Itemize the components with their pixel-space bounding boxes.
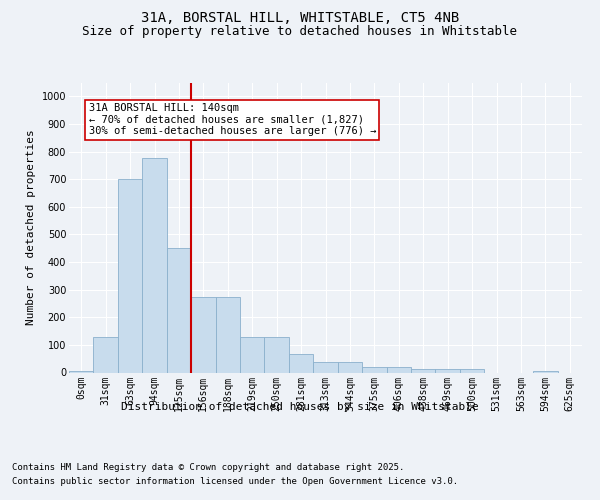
Text: Distribution of detached houses by size in Whitstable: Distribution of detached houses by size … [121,402,479,412]
Bar [215,296,240,372]
Text: 31A, BORSTAL HILL, WHITSTABLE, CT5 4NB: 31A, BORSTAL HILL, WHITSTABLE, CT5 4NB [141,11,459,25]
Bar [362,367,386,372]
Bar [94,336,118,372]
Y-axis label: Number of detached properties: Number of detached properties [26,130,36,326]
Bar [69,371,94,372]
Bar [142,158,167,372]
Bar [289,354,313,372]
Bar [436,369,460,372]
Bar [386,367,411,372]
Bar [118,179,142,372]
Bar [338,362,362,372]
Bar [167,248,191,372]
Text: Contains HM Land Registry data © Crown copyright and database right 2025.: Contains HM Land Registry data © Crown c… [12,462,404,471]
Text: Contains public sector information licensed under the Open Government Licence v3: Contains public sector information licen… [12,478,458,486]
Bar [265,336,289,372]
Bar [411,369,436,372]
Text: 31A BORSTAL HILL: 140sqm
← 70% of detached houses are smaller (1,827)
30% of sem: 31A BORSTAL HILL: 140sqm ← 70% of detach… [89,103,376,136]
Text: Size of property relative to detached houses in Whitstable: Size of property relative to detached ho… [83,25,517,38]
Bar [240,336,265,372]
Bar [533,371,557,372]
Bar [460,369,484,372]
Bar [191,296,215,372]
Bar [313,362,338,372]
